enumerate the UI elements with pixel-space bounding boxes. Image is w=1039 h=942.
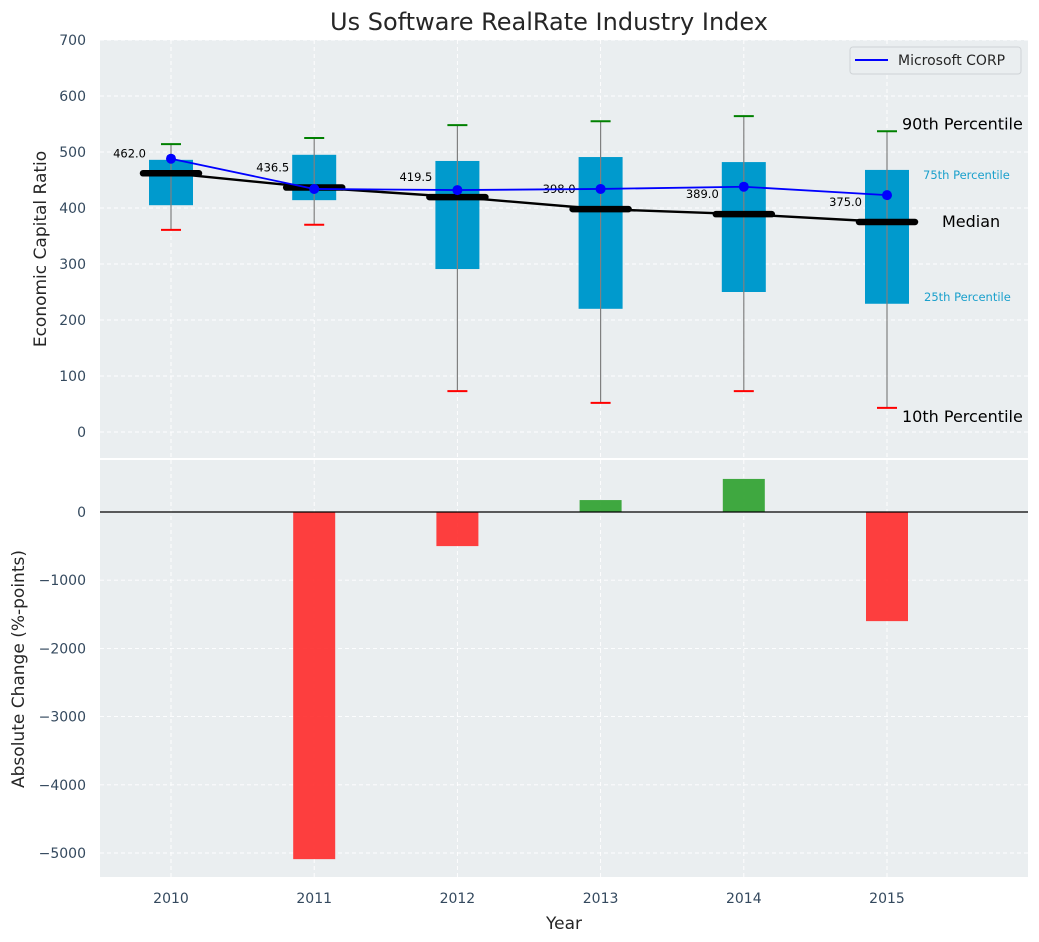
box-2010: [149, 143, 193, 231]
microsoft-line: [170, 157, 888, 197]
x-tick-label: 2013: [583, 891, 619, 907]
x-axis-label: Year: [545, 914, 582, 934]
bottom-y-axis-label: Absolute Change (%-points): [9, 550, 29, 788]
box-group: [149, 115, 909, 409]
bottom-y-tick-label: −2000: [39, 641, 86, 657]
microsoft-point: [166, 153, 176, 164]
bottom-y-tick-label: −3000: [39, 710, 86, 726]
top-y-tick-label: 400: [59, 201, 86, 217]
p10-annotation: 10th Percentile: [902, 407, 1023, 426]
box-2012: [435, 124, 480, 393]
median-value-label: 419.5: [399, 170, 432, 184]
x-tick-label: 2012: [440, 891, 476, 907]
change-bar-2014: [722, 478, 765, 512]
top-y-tick-label: 0: [77, 425, 86, 441]
top-y-tick-label: 200: [59, 313, 86, 329]
top-grid: [100, 39, 1028, 458]
change-bar-2013: [579, 500, 622, 512]
top-y-ticks: 0 100 200 300 400 500 600 700: [59, 33, 86, 441]
bottom-y-tick-label: −4000: [39, 778, 86, 794]
microsoft-point: [452, 185, 463, 196]
x-tick-label: 2010: [153, 891, 189, 907]
percentile-annotations: 90th Percentile 75th Percentile Median 25th…: [902, 114, 1023, 426]
p25-annotation: 25th Percentile: [924, 290, 1011, 304]
legend-box: [849, 46, 1022, 75]
microsoft-point: [738, 181, 749, 192]
top-y-tick-label: 600: [59, 89, 86, 105]
box-2013: [578, 120, 623, 404]
median-annotation: Median: [942, 212, 1000, 231]
microsoft-point: [595, 183, 606, 194]
bottom-y-tick-label: 0: [77, 505, 86, 521]
median-value-label: 436.5: [256, 161, 289, 175]
legend[interactable]: Microsoft CORP: [849, 46, 1022, 75]
x-tick-label: 2015: [869, 891, 905, 907]
p90-annotation: 90th Percentile: [902, 114, 1023, 133]
bottom-y-tick-label: −5000: [39, 846, 86, 862]
median-value-label: 375.0: [829, 195, 862, 209]
top-y-tick-label: 500: [59, 145, 86, 161]
change-bar-2011: [293, 512, 336, 860]
bottom-y-tick-label: −1000: [39, 573, 86, 589]
microsoft-point: [309, 183, 320, 194]
bottom-y-ticks: −5000 −4000 −3000 −2000 −1000 0: [39, 505, 86, 862]
top-y-tick-label: 300: [59, 257, 86, 273]
p75-annotation: 75th Percentile: [923, 168, 1010, 182]
bar-group: [293, 478, 908, 860]
change-bar-2012: [436, 512, 479, 547]
legend-entry-microsoft: Microsoft CORP: [898, 53, 1005, 69]
median-value-label: 462.0: [113, 146, 146, 160]
top-y-tick-label: 700: [59, 33, 86, 49]
x-tick-label: 2011: [296, 891, 332, 907]
median-value-label: 389.0: [686, 187, 719, 201]
top-y-axis-label: Economic Capital Ratio: [31, 151, 51, 347]
chart-title: Us Software RealRate Industry Index: [330, 8, 768, 36]
change-bar-2015: [866, 512, 908, 622]
top-y-tick-label: 100: [59, 369, 86, 385]
x-tick-label: 2014: [726, 891, 762, 907]
x-ticks: 2010 2011 2012 2013 2014 2015: [153, 891, 905, 907]
microsoft-point: [882, 190, 892, 201]
